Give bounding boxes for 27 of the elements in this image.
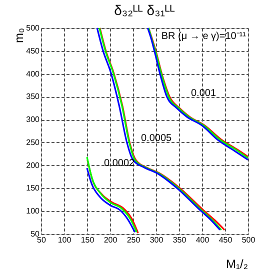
line-series (86, 167, 136, 233)
annotation: 0.001 (191, 88, 216, 99)
y-tick-label: 250 (26, 138, 40, 147)
x-tick-label: 50 (37, 236, 46, 244)
x-axis-title: M₁/₂ (226, 257, 248, 271)
annotation: 0.0005 (141, 133, 172, 144)
x-tick-label: 500 (242, 236, 256, 244)
x-tick-label: 100 (58, 236, 72, 244)
x-tick-label: 450 (218, 236, 233, 244)
x-tick-label: 200 (104, 236, 118, 244)
y-tick-label: 350 (26, 92, 40, 102)
x-tick-label: 400 (196, 236, 210, 244)
y-tick-label: 50 (30, 230, 40, 238)
x-tick-label: 150 (80, 236, 95, 244)
annotation: BR (μ → e γ)=10⁻¹¹ (161, 31, 247, 42)
y-tick-label: 100 (26, 206, 40, 216)
chart-title: δ₃₂ᴸᴸ δ₃₁ᴸᴸ (114, 2, 175, 18)
y-tick-label: 200 (26, 160, 40, 170)
y-tick-label: 450 (26, 46, 40, 56)
y-tick-label: 400 (26, 69, 40, 78)
y-tick-label: 500 (26, 24, 40, 32)
y-tick-label: 300 (26, 115, 40, 124)
x-tick-label: 350 (172, 236, 187, 244)
y-tick-label: 150 (26, 184, 40, 193)
x-tick-label: 250 (126, 236, 141, 244)
x-tick-label: 300 (150, 236, 164, 244)
y-axis-title: m₀ (12, 28, 26, 43)
